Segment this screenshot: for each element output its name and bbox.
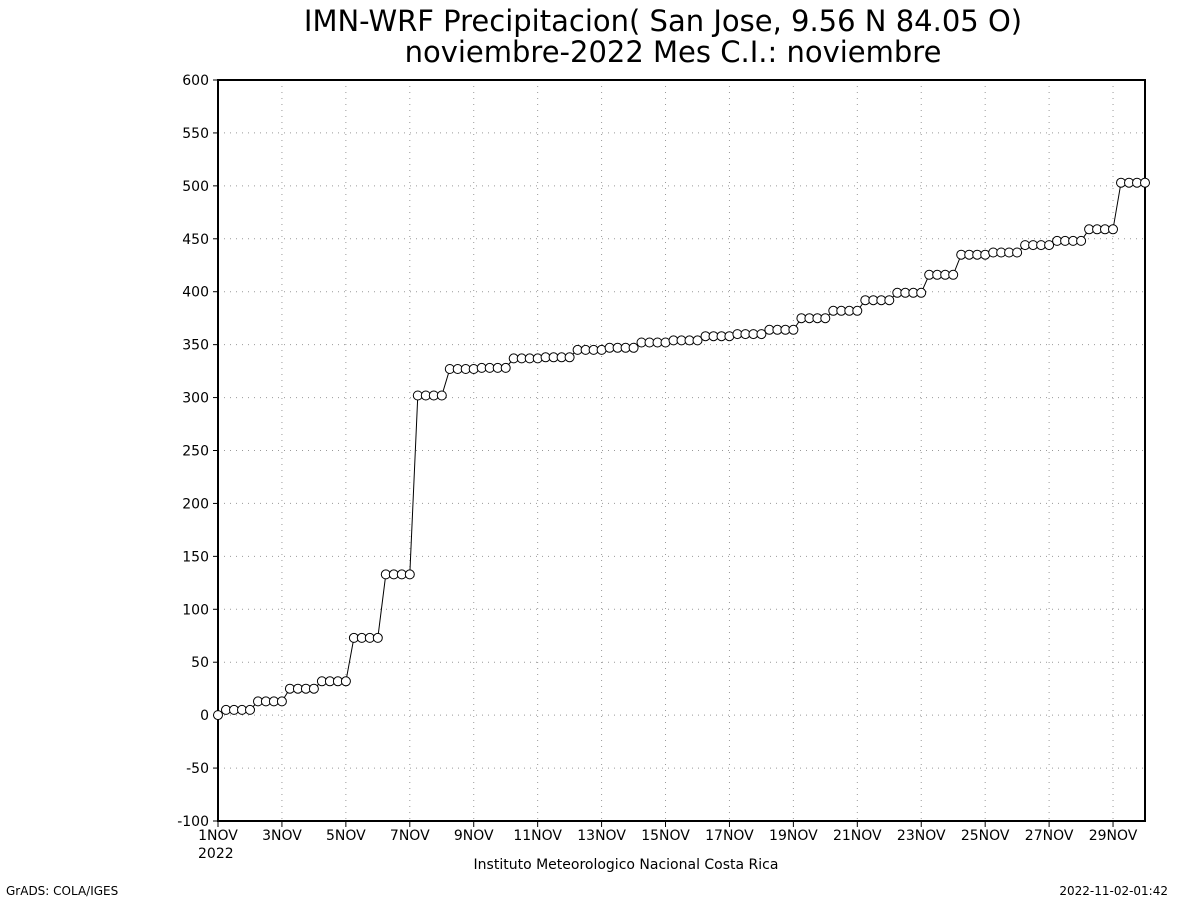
timestamp-label: 2022-11-02-01:42 — [1059, 884, 1168, 898]
data-point — [628, 342, 639, 353]
data-point — [500, 362, 511, 373]
data-point — [276, 696, 287, 707]
grid-lines — [218, 80, 1145, 821]
data-point — [1044, 240, 1055, 251]
data-point — [245, 704, 255, 715]
data-point — [404, 569, 415, 580]
x-tick-label: 21NOV — [833, 828, 882, 844]
data-point — [916, 287, 927, 298]
data-point — [1076, 235, 1087, 246]
data-point — [852, 305, 863, 316]
y-tick-label: 200 — [182, 496, 209, 512]
y-tick-label: 100 — [182, 602, 209, 618]
x-tick-label: 15NOV — [641, 828, 690, 844]
data-point — [1140, 177, 1150, 188]
y-tick-label: -50 — [186, 761, 209, 777]
data-point — [1012, 247, 1023, 258]
x-tick-label: 9NOV — [454, 828, 494, 844]
data-point — [884, 295, 895, 306]
chart-title-line-1: IMN-WRF Precipitacion( San Jose, 9.56 N … — [304, 4, 1022, 38]
x-tick-label: 17NOV — [705, 828, 754, 844]
grads-credit: GrADS: COLA/IGES — [6, 884, 118, 898]
data-point — [788, 324, 799, 335]
data-point — [948, 269, 959, 280]
y-tick-label: 450 — [182, 232, 209, 248]
data-point — [820, 313, 831, 324]
x-tick-label: 27NOV — [1025, 828, 1074, 844]
plot-frame — [217, 79, 1146, 822]
data-point — [564, 352, 575, 363]
x-tick-label: 1NOV — [198, 828, 238, 844]
x-tick-label: 3NOV — [262, 828, 302, 844]
chart-title-line-2: noviembre-2022 Mes C.I.: noviembre — [405, 35, 942, 69]
y-tick-label: -100 — [177, 814, 209, 830]
x-tick-label: 7NOV — [390, 828, 430, 844]
y-tick-label: 550 — [182, 126, 209, 142]
x-tick-label: 19NOV — [769, 828, 818, 844]
y-tick-label: 250 — [182, 444, 209, 460]
y-tick-label: 300 — [182, 391, 209, 407]
data-point — [1108, 224, 1118, 235]
data-point — [692, 335, 703, 346]
y-tick-label: 150 — [182, 549, 209, 565]
x-tick-label: 13NOV — [577, 828, 626, 844]
data-point — [308, 683, 319, 694]
x-tick-label: 11NOV — [513, 828, 562, 844]
series-cumulative-precipitation — [213, 177, 1150, 721]
institution-label: Instituto Meteorologico Nacional Costa R… — [474, 857, 779, 873]
y-tick-label: 400 — [182, 285, 209, 301]
x-tick-label: 25NOV — [961, 828, 1010, 844]
y-tick-label: 350 — [182, 338, 209, 354]
data-point — [372, 632, 383, 643]
y-tick-label: 600 — [182, 73, 209, 89]
x-tick-label: 5NOV — [326, 828, 366, 844]
x-axis-year-label: 2022 — [198, 846, 234, 862]
x-tick-label: 23NOV — [897, 828, 946, 844]
y-tick-label: 50 — [191, 655, 209, 671]
data-point — [213, 710, 223, 721]
x-tick-label: 29NOV — [1089, 828, 1138, 844]
data-point — [756, 329, 767, 340]
data-point — [340, 676, 351, 687]
data-point — [436, 390, 447, 401]
y-tick-label: 500 — [182, 179, 209, 195]
axes: 600550500450400350300250200150100500-50-… — [177, 73, 1146, 844]
y-tick-label: 0 — [200, 708, 209, 724]
